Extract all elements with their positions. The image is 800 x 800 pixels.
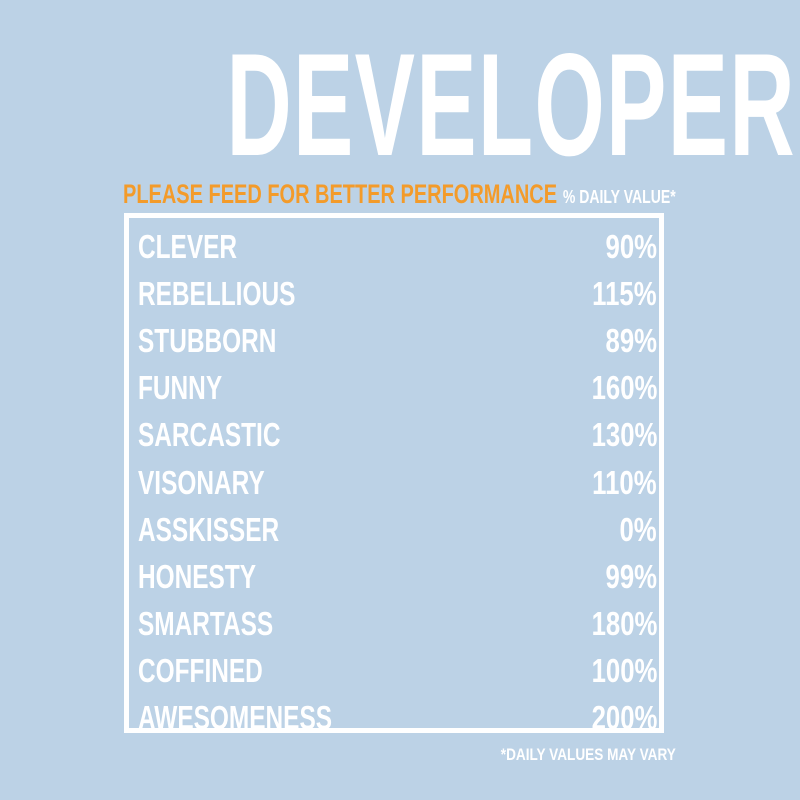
subtitle: PLEASE FEED FOR BETTER PERFORMANCE: [123, 179, 558, 209]
row-value: 99%: [605, 557, 657, 595]
row-label: ASSKISSER: [138, 510, 280, 548]
row-value: 90%: [605, 227, 657, 265]
row-value: 115%: [592, 274, 657, 312]
row-value: 130%: [591, 416, 657, 454]
row-value: 89%: [605, 321, 657, 359]
row-label: CLEVER: [138, 227, 238, 265]
row-label: COFFINED: [138, 652, 263, 690]
nutrition-row: SMARTASS 180%: [138, 601, 657, 648]
row-label: REBELLIOUS: [138, 274, 296, 312]
nutrition-rows: CLEVER 90% REBELLIOUS 115% STUBBORN 89% …: [138, 223, 657, 742]
row-label: STUBBORN: [138, 321, 277, 359]
daily-value-header: % DAILY VALUE*: [563, 187, 676, 207]
row-value: 110%: [592, 463, 657, 501]
nutrition-row: FUNNY 160%: [138, 365, 657, 412]
nutrition-row: VISONARY 110%: [138, 459, 657, 506]
page-title: DEVELOPER: [226, 23, 796, 186]
footnote: *DAILY VALUES MAY VARY: [500, 745, 676, 764]
nutrition-row: AWESOMENESS 200%: [138, 695, 657, 742]
row-value: 200%: [591, 699, 657, 737]
row-label: FUNNY: [138, 369, 223, 407]
nutrition-row: REBELLIOUS 115%: [138, 270, 657, 317]
row-label: SARCASTIC: [138, 416, 281, 454]
row-value: 0%: [619, 510, 657, 548]
nutrition-row: ASSKISSER 0%: [138, 506, 657, 553]
row-value: 160%: [591, 369, 657, 407]
row-label: AWESOMENESS: [138, 699, 333, 737]
row-label: SMARTASS: [138, 605, 274, 643]
nutrition-panel: CLEVER 90% REBELLIOUS 115% STUBBORN 89% …: [124, 213, 664, 736]
row-label: HONESTY: [138, 557, 257, 595]
row-value: 100%: [591, 652, 657, 690]
nutrition-row: COFFINED 100%: [138, 648, 657, 695]
row-label: VISONARY: [138, 463, 265, 501]
nutrition-row: HONESTY 99%: [138, 553, 657, 600]
nutrition-row: SARCASTIC 130%: [138, 412, 657, 459]
nutrition-row: CLEVER 90%: [138, 223, 657, 270]
nutrition-row: STUBBORN 89%: [138, 317, 657, 364]
row-value: 180%: [591, 605, 657, 643]
